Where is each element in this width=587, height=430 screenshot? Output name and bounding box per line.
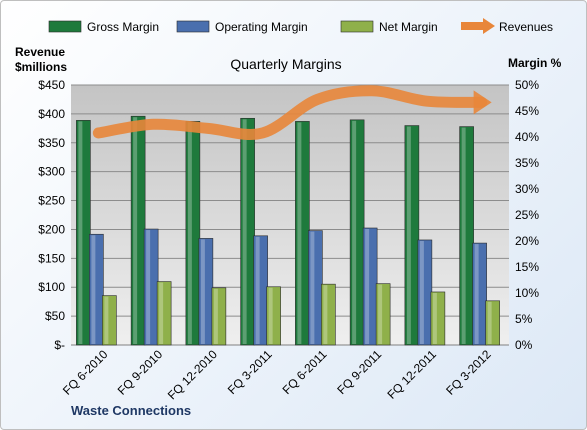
legend-label: Gross Margin — [87, 20, 159, 34]
bar-highlight — [78, 121, 83, 344]
bar-highlight — [242, 119, 247, 344]
net-margin-bar — [485, 300, 500, 346]
company-name: Waste Connections — [71, 403, 191, 418]
bar-highlight — [255, 236, 260, 344]
bar-highlight — [352, 120, 357, 344]
legend-swatch — [340, 20, 374, 33]
bar-highlight — [487, 301, 492, 344]
x-axis-label: FQ 6-2010 — [60, 347, 111, 398]
bar-series — [76, 115, 500, 346]
right-tick-label: 20% — [515, 234, 539, 248]
bar-highlight — [365, 229, 370, 344]
x-axis-label: FQ 12-2011 — [384, 347, 439, 402]
right-tick-label: 10% — [515, 286, 539, 300]
bar-highlight — [461, 127, 466, 344]
gross-margin-bar — [240, 117, 255, 346]
net-margin-bar — [266, 286, 281, 346]
gross-margin-bar — [404, 125, 420, 346]
bar-highlight — [159, 282, 164, 344]
x-axis-label: FQ 6-2011 — [280, 347, 330, 397]
bar-highlight — [104, 296, 109, 344]
bar-highlight — [146, 230, 151, 344]
left-tick-label: $450 — [38, 78, 65, 92]
left-tick-label: $300 — [38, 165, 65, 179]
line-series — [92, 85, 492, 140]
left-tick-label: $50 — [45, 309, 65, 323]
x-axis-label: FQ 3-2012 — [443, 347, 494, 398]
legend-label: Net Margin — [379, 20, 438, 34]
right-tick-label: 30% — [515, 182, 539, 196]
bar-highlight — [268, 287, 273, 344]
net-margin-bar — [321, 283, 336, 346]
left-tick-label: $150 — [38, 251, 65, 265]
legend-label: Operating Margin — [215, 20, 308, 34]
bar-highlight — [432, 292, 437, 344]
legend-label: Revenues — [499, 20, 553, 34]
left-tick-label: $350 — [38, 136, 65, 150]
revenues-line — [92, 85, 488, 140]
x-axis-labels: FQ 6-2010 FQ 9-2010 FQ 12-2010 FQ 3-2011 FQ … — [60, 347, 494, 402]
bar-highlight — [200, 239, 205, 344]
bar-highlight — [187, 122, 192, 345]
right-tick-label: 50% — [515, 78, 539, 92]
right-tick-label: 35% — [515, 156, 539, 170]
chart-title: Quarterly Margins — [230, 56, 341, 72]
operating-margin-bar — [89, 233, 104, 346]
bar-highlight — [323, 285, 328, 344]
left-axis-title-line1: Revenue — [15, 45, 65, 59]
net-margin-bar — [375, 283, 391, 346]
left-tick-label: $100 — [38, 280, 65, 294]
right-tick-label: 25% — [515, 208, 539, 222]
bar-highlight — [213, 288, 218, 344]
left-axis-title-line2: $millions — [15, 60, 67, 74]
bar-highlight — [310, 231, 315, 344]
legend-swatch — [48, 20, 82, 33]
left-tick-label: $- — [54, 338, 65, 352]
bar-highlight — [419, 240, 424, 344]
net-margin-bar — [156, 281, 172, 346]
revenues-line-arrowhead — [473, 90, 492, 115]
bar-highlight — [297, 122, 302, 345]
bar-highlight — [91, 235, 96, 344]
net-margin-bar — [430, 291, 446, 346]
net-margin-bar — [102, 295, 117, 346]
right-axis-ticks: 0% 5% 10% 15% 20% 25% 30% 35% 40% 45% 50% — [515, 78, 539, 352]
right-tick-label: 40% — [515, 130, 539, 144]
left-tick-label: $250 — [38, 194, 65, 208]
net-margin-bar — [211, 287, 227, 346]
right-tick-label: 5% — [515, 312, 533, 326]
legend: Gross Margin Operating Margin Net Margin Re… — [48, 18, 553, 34]
bar-highlight — [406, 126, 411, 344]
right-tick-label: 0% — [515, 338, 533, 352]
gross-margin-bar — [459, 126, 474, 346]
right-tick-label: 15% — [515, 260, 539, 274]
legend-swatch — [176, 20, 210, 33]
x-axis-label: FQ 3-2011 — [225, 347, 275, 397]
operating-margin-bar — [472, 242, 487, 346]
legend-swatch-arrow — [483, 18, 495, 34]
right-tick-label: 45% — [515, 104, 539, 118]
right-axis-title: Margin % — [508, 56, 562, 70]
left-axis-ticks: $- $50 $100 $150 $200 $250 $300 $350 $400 $450 — [38, 78, 65, 352]
x-axis-label: FQ 9-2011 — [334, 347, 384, 397]
x-axis-label: FQ 9-2010 — [115, 347, 166, 398]
left-tick-label: $200 — [38, 222, 65, 236]
bar-highlight — [474, 244, 479, 344]
left-tick-label: $400 — [38, 107, 65, 121]
bar-highlight — [133, 117, 138, 344]
bar-highlight — [378, 284, 383, 344]
x-axis-label: FQ 12-2010 — [165, 347, 220, 402]
gross-margin-bar — [76, 120, 91, 346]
